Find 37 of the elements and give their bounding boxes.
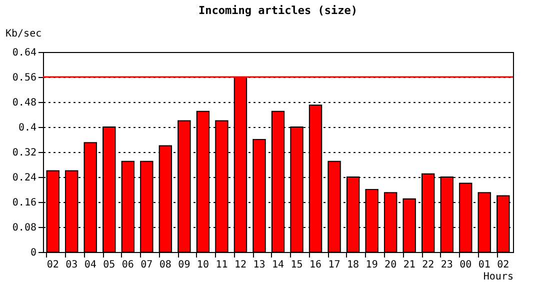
x-tick-label: 12 <box>234 260 246 270</box>
x-tick-label: 20 <box>384 260 397 270</box>
x-axis-title: Hours <box>483 272 514 282</box>
y-tick-label: 0 <box>30 248 36 258</box>
x-tick-label: 16 <box>310 260 322 270</box>
y-tick-label: 0.16 <box>12 198 36 208</box>
x-tick-label: 09 <box>178 260 190 270</box>
x-tick-label: 22 <box>422 260 434 270</box>
x-tick-label: 05 <box>103 260 116 270</box>
x-tick-label: 13 <box>253 260 266 270</box>
x-tick-label: 08 <box>159 260 172 270</box>
x-tick-label: 23 <box>440 260 453 270</box>
x-tick-label: 10 <box>196 260 209 270</box>
y-tick-label: 0.56 <box>12 72 36 84</box>
chart-title: Incoming articles (size) <box>198 4 358 17</box>
x-tick-label: 00 <box>460 260 472 270</box>
x-tick-label: 19 <box>366 260 378 270</box>
x-tick-label: 01 <box>478 260 490 270</box>
x-tick-label: 15 <box>290 260 303 270</box>
y-tick-label: 0.24 <box>12 172 36 184</box>
x-tick-label: 17 <box>328 260 340 270</box>
x-tick-label: 11 <box>216 260 228 270</box>
x-tick-label: 07 <box>140 260 153 270</box>
x-tick-label: 02 <box>46 260 59 270</box>
x-tick-label: 18 <box>347 260 360 270</box>
y-tick-label: 0.4 <box>18 122 36 134</box>
y-tick-label: 0.32 <box>12 148 36 158</box>
x-tick-label: 02 <box>497 260 510 270</box>
x-tick-label: 21 <box>403 260 416 270</box>
x-tick-label: 06 <box>122 260 134 270</box>
x-tick-label: 04 <box>84 260 96 270</box>
y-axis-title: Kb/sec <box>6 28 42 40</box>
y-tick-label: 0.08 <box>12 222 36 234</box>
y-tick-label: 0.48 <box>12 98 36 108</box>
x-tick-label: 14 <box>272 260 284 270</box>
y-tick-label: 0.64 <box>12 48 36 58</box>
x-tick-label: 03 <box>66 260 78 270</box>
